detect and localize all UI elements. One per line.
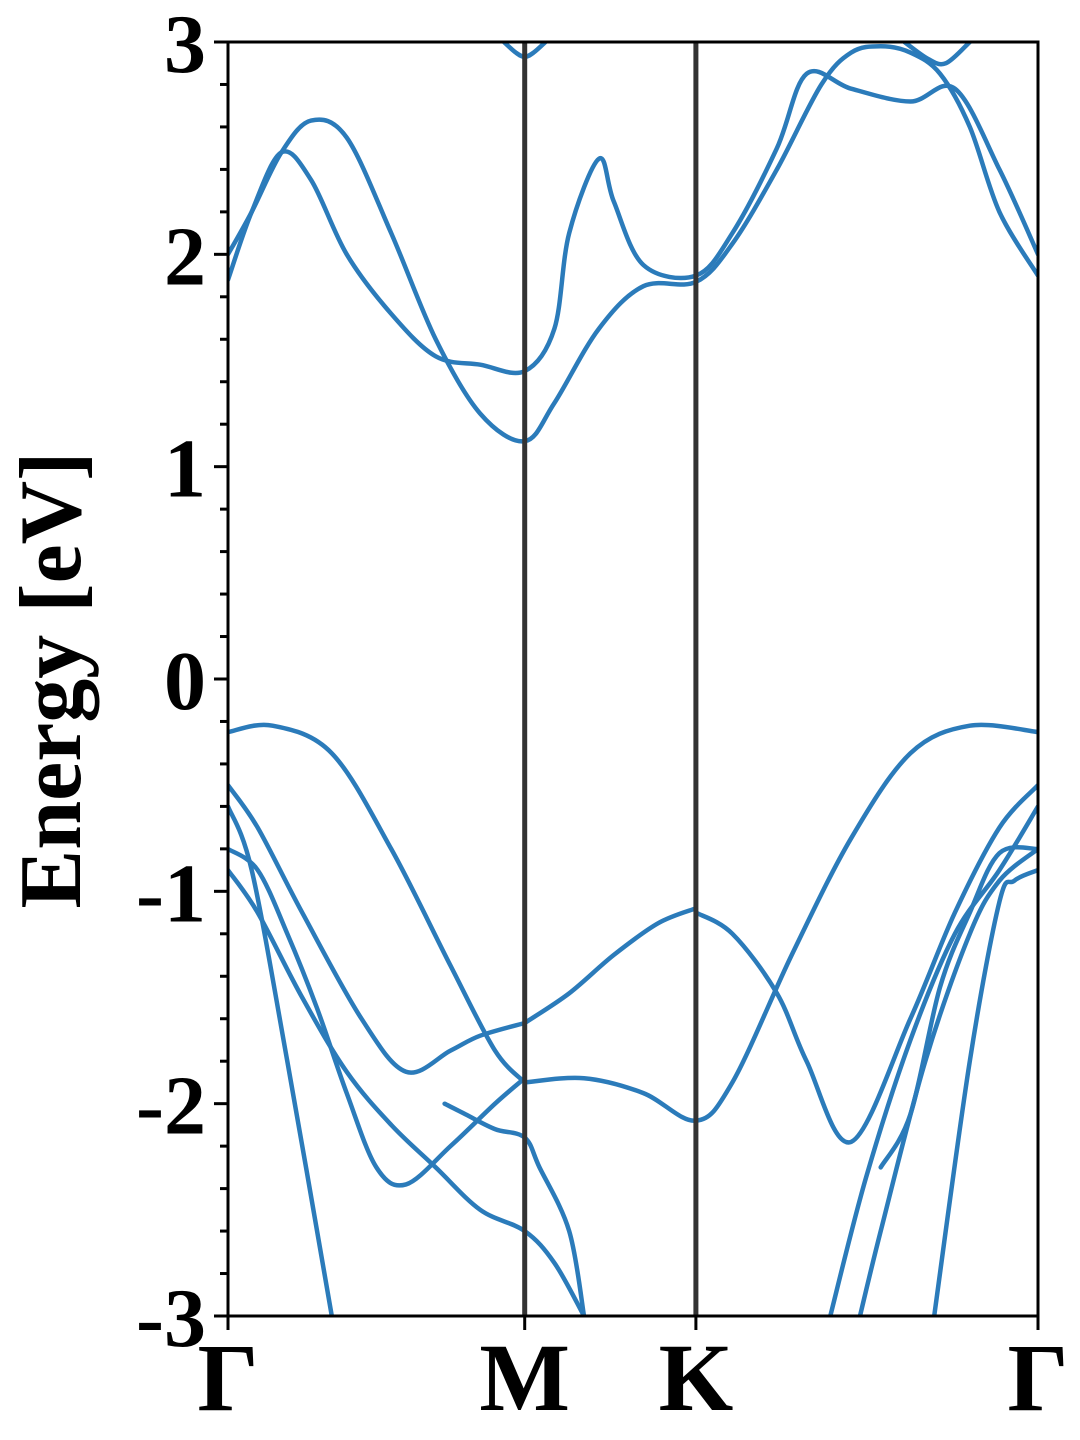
plot-frame	[226, 40, 1040, 1318]
y-axis-ticks: 3 2 1 0 -1 -2 -3	[136, 0, 228, 1365]
band-line-10	[228, 867, 587, 1316]
band-line-1	[228, 69, 1038, 376]
band-line-4	[228, 722, 527, 1085]
y-tick-label: 3	[164, 0, 206, 91]
band-line-11	[228, 804, 335, 1316]
high-symmetry-lines	[522, 42, 699, 1316]
band-line-5	[522, 722, 1038, 1123]
band-line-8	[228, 782, 527, 1075]
x-tick-label-2: K	[659, 1324, 734, 1431]
band-line-3	[902, 42, 973, 67]
x-tick-label-3: Γ	[1007, 1324, 1068, 1431]
x-tick-label-1: M	[479, 1324, 570, 1431]
band-line-0	[228, 43, 1038, 444]
y-tick-label: 1	[164, 423, 206, 516]
band-line-13	[828, 804, 1038, 1316]
band-line-6	[693, 782, 1038, 1145]
y-tick-label: -1	[136, 847, 206, 940]
y-tick-label: 2	[164, 210, 206, 303]
y-tick-label: -2	[136, 1060, 206, 1153]
y-tick-label: -3	[136, 1272, 206, 1365]
band-line-12	[442, 1101, 587, 1316]
band-line-16	[878, 845, 1038, 1170]
band-line-7	[522, 906, 699, 1026]
y-axis-label: Energy [eV]	[3, 452, 100, 909]
y-tick-label: 0	[164, 635, 206, 728]
band-line-15	[931, 867, 1038, 1316]
x-tick-label-0: Γ	[197, 1324, 258, 1431]
band-lines	[228, 42, 1038, 1316]
band-line-14	[857, 846, 1038, 1316]
band-line-9	[228, 846, 527, 1188]
